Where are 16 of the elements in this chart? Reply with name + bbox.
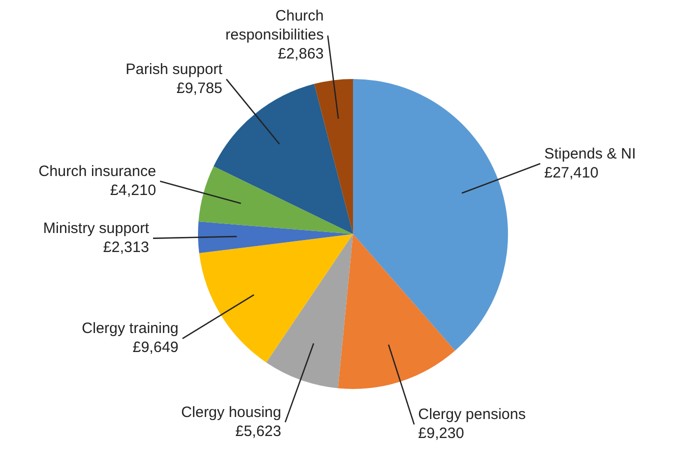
slice-label: Clergy training — [82, 320, 179, 338]
slice-label: Ministry support — [43, 220, 150, 237]
data-label: £2,313 — [103, 238, 150, 256]
data-label: £27,410 — [544, 164, 598, 182]
data-label: £9,230 — [418, 425, 464, 442]
data-label: £9,649 — [132, 339, 179, 356]
slice-label: Parish support — [126, 60, 224, 78]
slice-label: Clergy pensions — [418, 406, 526, 424]
slice-label: Clergy housing — [181, 404, 282, 421]
data-label: £2,863 — [278, 46, 324, 63]
slice-label: Church responsibilities — [225, 8, 324, 44]
slice-label: Stipends & NI — [544, 145, 636, 162]
slice-label: Church insurance — [38, 162, 156, 180]
data-label: £4,210 — [110, 182, 156, 199]
data-label: £9,785 — [176, 80, 222, 97]
data-label: £5,623 — [235, 422, 282, 440]
